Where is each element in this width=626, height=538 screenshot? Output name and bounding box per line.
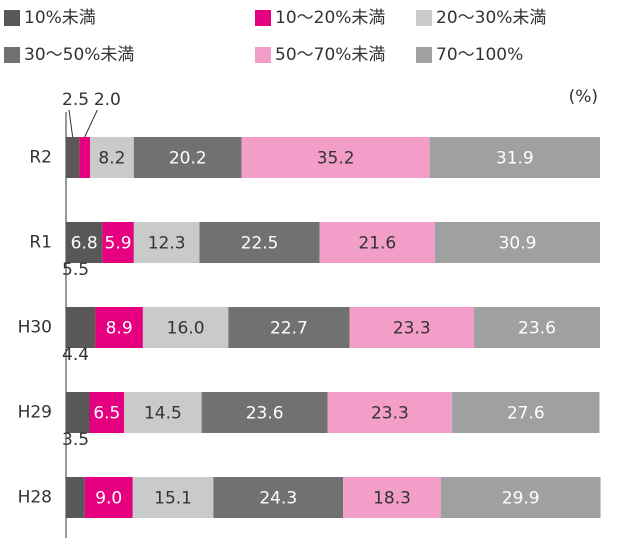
data-label: 23.3 [393,319,431,339]
data-label: 22.5 [241,234,279,254]
data-label: 21.6 [358,234,396,254]
bar-segment [434,222,600,263]
data-label: 31.9 [496,149,534,169]
bar-segment [84,477,133,518]
data-label: 29.9 [502,489,540,509]
bar-segment [133,137,242,178]
data-label: 23.6 [246,404,284,424]
bar-segment [66,477,85,518]
data-label: 4.4 [62,345,89,365]
legend-label: 20〜30%未満 [436,8,546,28]
data-label: 9.0 [95,489,122,509]
legend-label: 70〜100% [436,45,523,65]
bar-segment [327,392,453,433]
bar-segment [90,137,134,178]
legend-swatch [4,47,20,63]
bar-segment [213,477,344,518]
data-label: 6.8 [71,234,98,254]
bar-segment [440,477,601,518]
bar-segment [133,222,200,263]
bar-segment [199,222,320,263]
legend-swatch [416,10,432,26]
data-label: 12.3 [148,234,186,254]
bar-segment [102,222,134,263]
bar-segment [132,477,214,518]
y-tick-label: H28 [18,488,52,508]
bar-segment [142,307,229,348]
legend-label: 30〜50%未満 [24,45,134,65]
legend-label: 10%未満 [24,8,96,28]
data-label: 18.3 [373,489,411,509]
data-label: 5.5 [62,260,89,280]
bar-segment [124,392,202,433]
data-label: 3.5 [62,430,89,450]
bar-segment [201,392,328,433]
bar-segment [66,392,90,433]
y-tick-label: H30 [18,318,52,338]
legend-label: 50〜70%未満 [275,45,385,65]
bar-segment [319,222,435,263]
leader-line [84,109,98,138]
leader-line [68,109,74,138]
bar-segment [473,307,600,348]
data-label: 30.9 [499,234,537,254]
bar-segment [66,137,80,178]
data-label: 6.5 [93,404,120,424]
bar-segment [228,307,350,348]
data-label: 23.3 [371,404,409,424]
y-tick-label: H29 [18,403,52,423]
bar-segment [343,477,441,518]
legend-swatch [255,47,271,63]
y-tick-label: R2 [29,148,52,168]
bar-segment [349,307,474,348]
legend-swatch [255,10,271,26]
bar-segment [95,307,143,348]
data-label: 8.9 [106,319,133,339]
unit-label: (%) [569,87,598,107]
data-label: 14.5 [144,404,182,424]
bar-segment [79,137,91,178]
bar-segment [429,137,600,178]
bar-segment [66,222,103,263]
data-label: 2.0 [94,90,121,110]
legend-swatch [416,47,432,63]
bar-segment [66,307,96,348]
data-label: 16.0 [167,319,205,339]
bar-segment [241,137,430,178]
data-label: 35.2 [317,149,355,169]
data-label: 24.3 [259,489,297,509]
data-label: 23.6 [518,319,556,339]
data-label: 8.2 [98,149,125,169]
data-label: 5.9 [105,234,132,254]
bar-segment [452,392,600,433]
y-tick-label: R1 [29,233,52,253]
data-label: 22.7 [270,319,308,339]
data-label: 20.2 [169,149,207,169]
bar-segment [89,392,125,433]
data-label: 15.1 [154,489,192,509]
data-label: 27.6 [507,404,545,424]
data-label: 2.5 [62,90,89,110]
legend-swatch [4,10,20,26]
legend-label: 10〜20%未満 [275,8,385,28]
